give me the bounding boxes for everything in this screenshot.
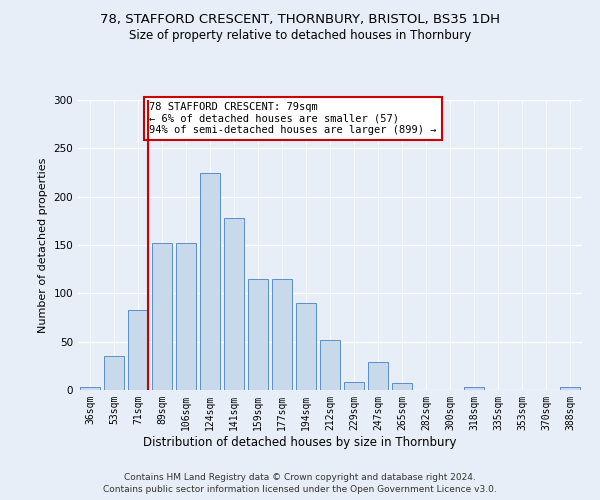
Bar [176,243,196,390]
Bar [560,387,580,390]
Text: Contains HM Land Registry data © Crown copyright and database right 2024.: Contains HM Land Registry data © Crown c… [124,473,476,482]
Bar [272,279,292,390]
Bar [224,218,244,390]
Bar [128,310,148,390]
Bar [80,387,100,390]
Bar [320,340,340,390]
Bar [200,172,220,390]
Text: 78, STAFFORD CRESCENT, THORNBURY, BRISTOL, BS35 1DH: 78, STAFFORD CRESCENT, THORNBURY, BRISTO… [100,12,500,26]
Bar [368,362,388,390]
Bar [464,387,484,390]
Text: 78 STAFFORD CRESCENT: 79sqm
← 6% of detached houses are smaller (57)
94% of semi: 78 STAFFORD CRESCENT: 79sqm ← 6% of deta… [149,102,437,135]
Bar [344,382,364,390]
Bar [152,243,172,390]
Y-axis label: Number of detached properties: Number of detached properties [38,158,48,332]
Text: Size of property relative to detached houses in Thornbury: Size of property relative to detached ho… [129,29,471,42]
Bar [296,303,316,390]
Bar [392,383,412,390]
Bar [104,356,124,390]
Text: Distribution of detached houses by size in Thornbury: Distribution of detached houses by size … [143,436,457,449]
Text: Contains public sector information licensed under the Open Government Licence v3: Contains public sector information licen… [103,484,497,494]
Bar [248,279,268,390]
